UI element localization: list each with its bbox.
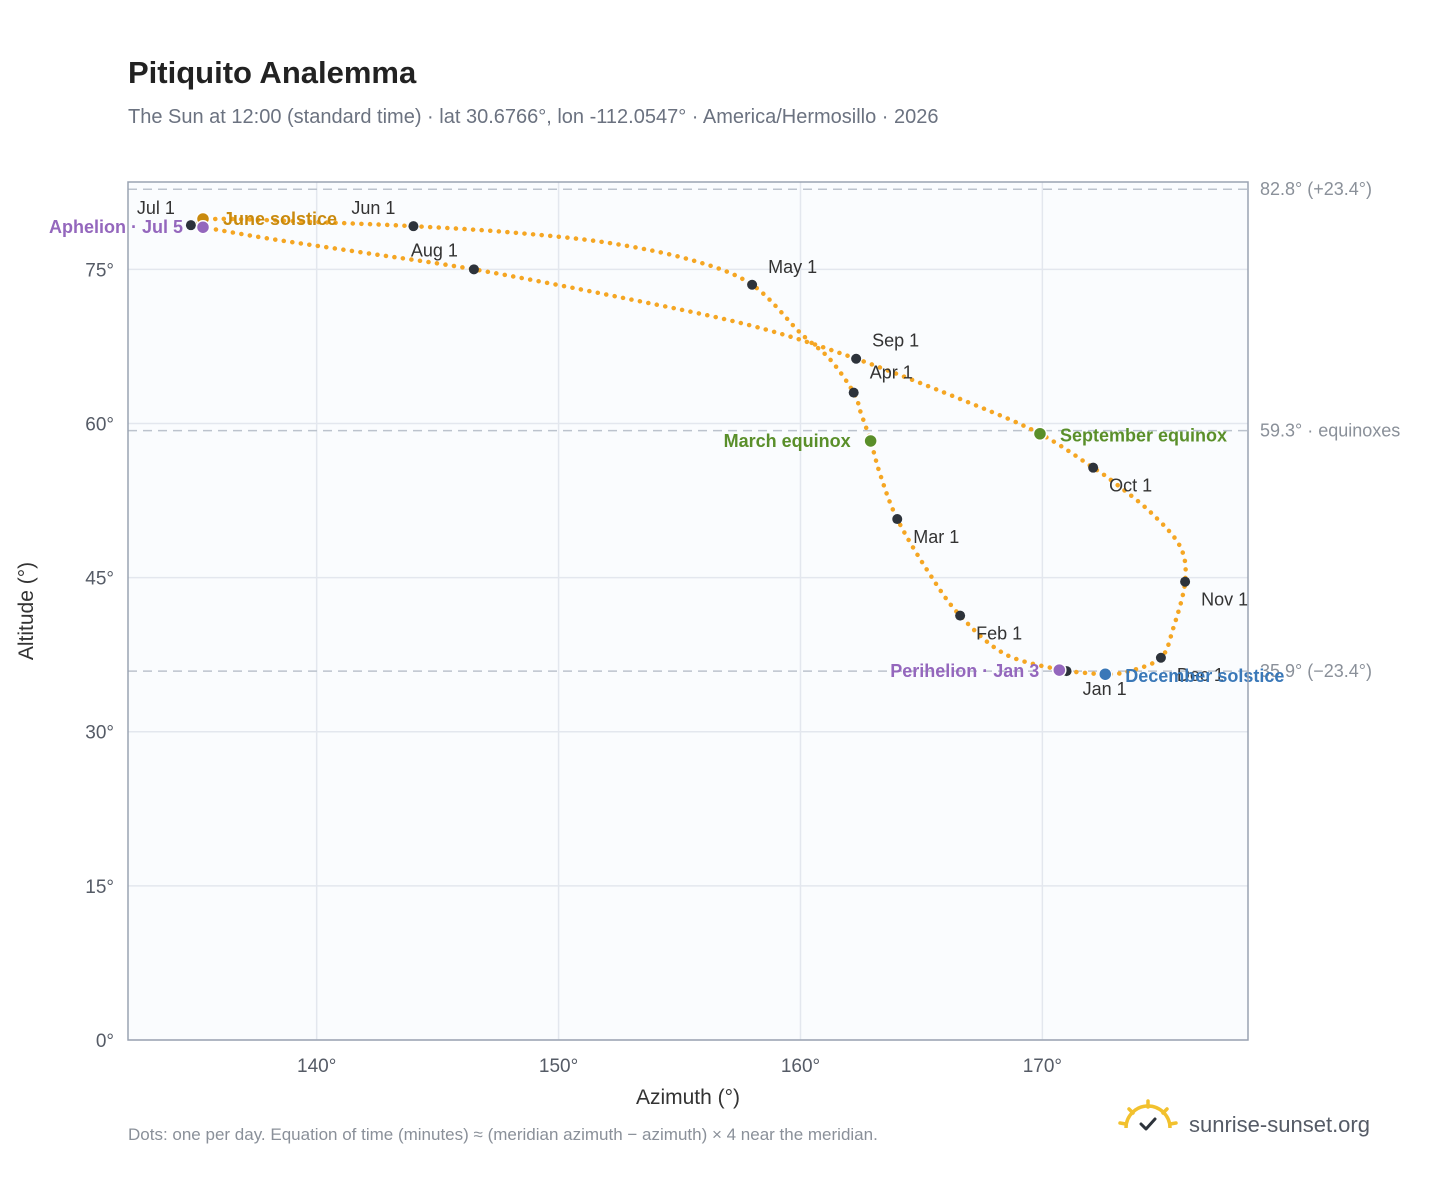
event-label: December solstice [1125,666,1284,686]
month-label: Sep 1 [872,331,919,351]
month-label: Aug 1 [411,240,458,260]
month-label: Dec 1 [1177,665,1224,685]
x-tick-label: 150° [539,1056,578,1077]
month-marker [851,353,862,364]
month-label: Jan 1 [1083,679,1127,699]
month-marker [747,279,758,290]
x-tick-label: 170° [1023,1056,1062,1077]
month-marker [1088,462,1099,473]
month-label: Nov 1 [1201,590,1248,610]
y-tick-label: 75° [85,260,114,281]
event-marker [1052,662,1067,678]
brand-name[interactable]: sunrise-sunset.org [1189,1112,1370,1137]
month-marker [1180,576,1191,587]
event-label: June solstice [223,209,337,229]
event-label: Aphelion · Jul 5 [49,217,183,237]
y-tick-label: 45° [85,569,114,590]
x-tick-label: 140° [297,1056,336,1077]
reference-lines: 82.8° (+23.4°) 59.3° · equinoxes 35.9° (−2… [128,179,1400,681]
y-tick-label: 30° [85,723,114,744]
sun-check-icon [1118,1099,1178,1131]
event-markers: June solstice Aphelion · Jul 5 March equin… [49,209,1284,686]
month-label: May 1 [768,257,817,277]
event-label: September equinox [1060,426,1227,446]
month-marker [1155,652,1166,663]
plot-area [128,182,1248,1040]
reference-label: 35.9° (−23.4°) [1260,661,1372,681]
month-label: Feb 1 [976,624,1022,644]
event-marker [1098,666,1113,682]
month-label: Apr 1 [870,363,913,383]
month-label: Oct 1 [1109,476,1152,496]
month-label: Jun 1 [351,198,395,218]
y-tick-label: 0° [96,1031,114,1052]
y-tick-label: 60° [85,414,114,435]
reference-label: 82.8° (+23.4°) [1260,179,1372,199]
axis-ticks: 140° 150° 160° 170° 0° 15° 30° 45° 60° 75° [85,260,1062,1077]
y-tick-label: 15° [85,877,114,898]
event-label: March equinox [724,431,851,451]
chart-subtitle: The Sun at 12:00 (standard time) · lat 3… [128,106,939,128]
event-marker [195,219,211,235]
plot-border [127,181,1249,1041]
x-tick-label: 160° [781,1056,820,1077]
footnote: Dots: one per day. Equation of time (min… [128,1125,878,1144]
event-marker [1032,426,1048,441]
month-markers: Jan 1 Feb 1 Mar 1 Apr 1 May 1 Jun 1 Jul 1 Aug 1… [137,198,1248,699]
y-axis-title: Altitude (°) [15,562,38,660]
month-marker [848,387,859,398]
event-marker [863,433,878,449]
month-label: Jul 1 [137,198,175,218]
chart-title: Pitiquito Analemma [128,55,417,90]
month-label: Mar 1 [913,527,959,547]
month-marker [955,610,966,621]
x-axis-title: Azimuth (°) [636,1086,740,1109]
month-marker [185,220,196,231]
reference-label: 59.3° · equinoxes [1260,421,1400,441]
event-label: Perihelion · Jan 3 [890,661,1039,681]
month-marker [468,264,479,275]
month-marker [892,514,903,525]
month-marker [408,221,419,232]
